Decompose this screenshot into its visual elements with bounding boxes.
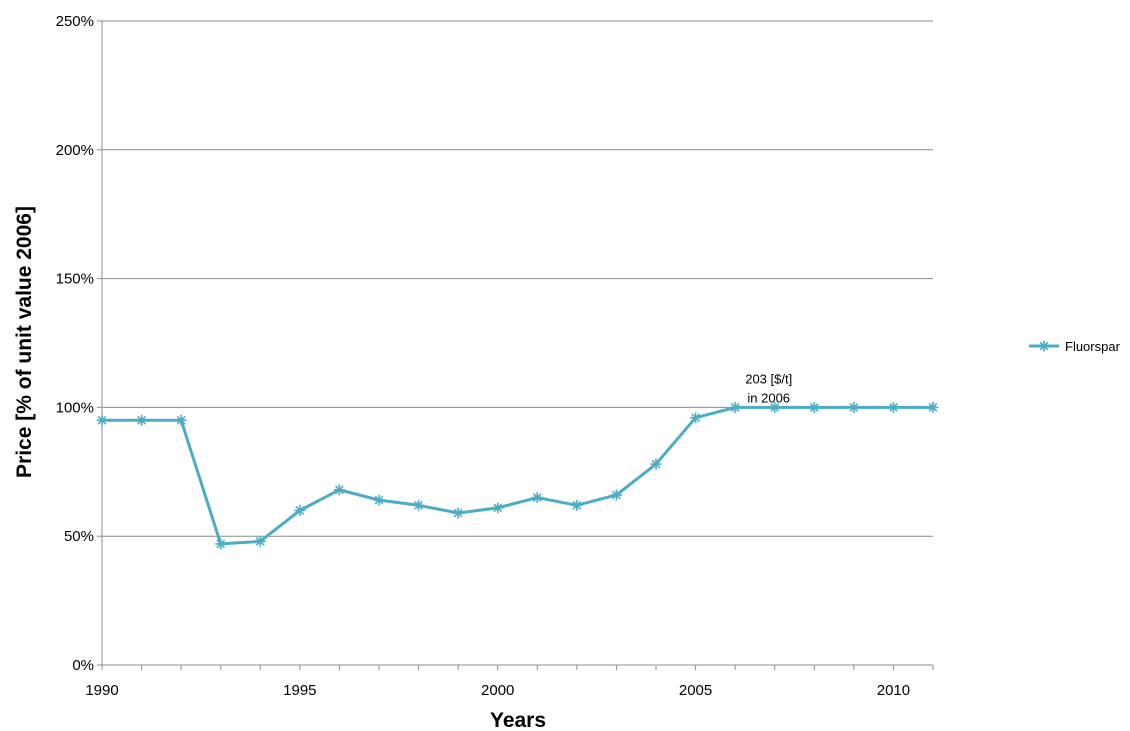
x-tick-labels: 1990 1995 2000 2005 2010 [85, 682, 910, 699]
y-tick-label: 100% [56, 399, 94, 416]
y-tick-label: 150% [56, 271, 94, 288]
series-line-fluorspar [102, 405, 933, 546]
y-axis-title: Price [% of unit value 2006] [13, 206, 36, 478]
x-tick-label: 1995 [283, 682, 316, 699]
data-point [650, 458, 662, 470]
annotation: 203 [$/t] in 2006 [745, 371, 792, 405]
legend: Fluorspar [1029, 339, 1121, 354]
data-point [136, 414, 148, 426]
x-tick-label: 2005 [679, 682, 712, 699]
y-tick-label: 50% [64, 528, 94, 545]
x-tick-label: 2010 [877, 682, 910, 699]
annotation-line-1: 203 [$/t] [745, 371, 792, 386]
axes [101, 21, 934, 670]
data-point [492, 502, 504, 514]
data-point [1038, 340, 1050, 352]
data-point [927, 401, 939, 413]
series-group [96, 401, 939, 550]
legend-marker [1038, 340, 1050, 352]
data-point [175, 414, 187, 426]
x-axis-title: Years [490, 709, 546, 731]
y-tick-labels: 0% 50% 100% 150% 200% 250% [56, 13, 94, 674]
data-point [531, 492, 543, 504]
data-point [452, 507, 464, 519]
data-point [848, 401, 860, 413]
data-point [769, 401, 781, 413]
legend-label-fluorspar: Fluorspar [1065, 339, 1121, 354]
y-tick-label: 200% [56, 142, 94, 159]
y-tick-label: 0% [72, 657, 94, 674]
x-tick-label: 1990 [85, 682, 118, 699]
x-tick-label: 2000 [481, 682, 514, 699]
data-point [690, 412, 702, 424]
data-point [413, 499, 425, 511]
data-point [373, 494, 385, 506]
data-point [571, 499, 583, 511]
annotation-line-2: in 2006 [747, 390, 790, 405]
gridlines [97, 20, 933, 666]
data-point [254, 535, 266, 547]
data-point [96, 414, 108, 426]
data-point [215, 538, 227, 550]
data-point [610, 489, 622, 501]
data-point [729, 401, 741, 413]
data-point [294, 504, 306, 516]
y-tick-label: 250% [56, 13, 94, 30]
data-point [887, 401, 899, 413]
data-point [808, 401, 820, 413]
data-point [333, 484, 345, 496]
